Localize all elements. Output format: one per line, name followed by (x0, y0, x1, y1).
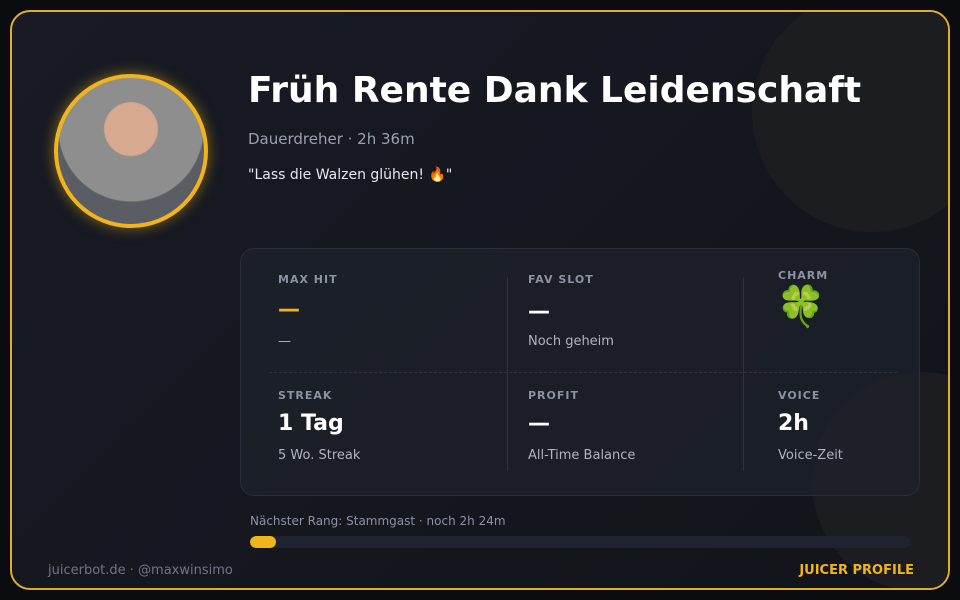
stat-value: — (278, 297, 300, 322)
stat-value: 1 Tag (278, 411, 344, 436)
stat-label: STREAK (278, 389, 333, 402)
profile-name: Früh Rente Dank Leidenschaft (248, 70, 862, 111)
progress-fill (250, 536, 277, 548)
separator (743, 277, 744, 471)
stat-label: MAX HIT (278, 273, 338, 286)
stat-sub: Noch geheim (528, 334, 614, 349)
stat-sub: Voice-Zeit (778, 448, 843, 463)
stat-label: FAV SLOT (528, 273, 594, 286)
stat-sub: — (278, 334, 291, 349)
decor-circle (752, 12, 948, 232)
stat-label: VOICE (778, 389, 821, 402)
stat-sub: 5 Wo. Streak (278, 448, 361, 463)
profile-subtitle: Dauerdreher · 2h 36m (248, 130, 415, 148)
separator (269, 372, 897, 373)
charm-icon: 🍀 (776, 284, 826, 330)
footer-left: juicerbot.de · @maxwinsimo (48, 563, 233, 578)
stat-label: PROFIT (528, 389, 579, 402)
stat-sub: All-Time Balance (528, 448, 636, 463)
stat-value: — (528, 299, 550, 324)
stat-value: 2h (778, 411, 809, 436)
separator (507, 277, 508, 471)
profile-card: Früh Rente Dank Leidenschaft Dauerdreher… (10, 10, 950, 590)
stats-panel: MAX HIT — — FAV SLOT — Noch geheim CHARM… (240, 248, 920, 496)
footer-brand: JUICER PROFILE (799, 563, 914, 578)
stat-value: — (528, 411, 550, 436)
progress-track (250, 536, 910, 548)
avatar (54, 74, 208, 228)
progress-text: Nächster Rang: Stammgast · noch 2h 24m (250, 514, 506, 528)
profile-quote: "Lass die Walzen glühen! 🔥" (248, 167, 453, 183)
stat-label: CHARM (778, 269, 829, 282)
